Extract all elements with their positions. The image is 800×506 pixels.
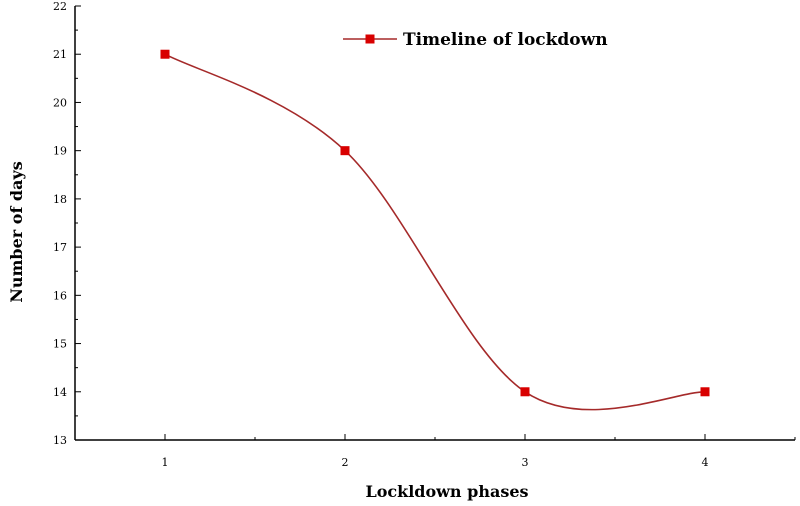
series-line [164, 53, 706, 411]
x-ticks: 1 2 3 4 [74, 434, 796, 469]
y-tick-label: 16 [53, 289, 67, 302]
legend-marker-swatch [365, 34, 375, 44]
y-tick-label: 17 [53, 241, 67, 254]
y-tick-label: 18 [53, 193, 67, 206]
y-tick-label: 14 [53, 386, 67, 399]
y-tick-label: 21 [53, 48, 67, 61]
x-axis-title: Lockldown phases [365, 482, 528, 501]
y-ticks: 13 14 15 16 17 18 19 20 21 22 [53, 0, 81, 447]
y-tick-label: 19 [53, 145, 67, 158]
series-layer [160, 49, 710, 411]
data-point-marker [340, 146, 350, 156]
legend-label: Timeline of lockdown [403, 30, 608, 50]
y-tick-label: 20 [53, 96, 67, 109]
legend: Timeline of lockdown [343, 30, 608, 50]
x-tick-label: 1 [162, 456, 169, 469]
axes [74, 6, 795, 441]
y-axis-title: Number of days [7, 161, 26, 303]
x-tick-label: 4 [702, 456, 709, 469]
x-tick-label: 2 [342, 456, 349, 469]
data-point-marker [160, 49, 170, 59]
y-tick-label: 22 [53, 0, 67, 13]
x-tick-label: 3 [522, 456, 529, 469]
y-tick-label: 15 [53, 338, 67, 351]
data-point-marker [520, 387, 530, 397]
data-point-marker [700, 387, 710, 397]
y-tick-label: 13 [53, 434, 67, 447]
